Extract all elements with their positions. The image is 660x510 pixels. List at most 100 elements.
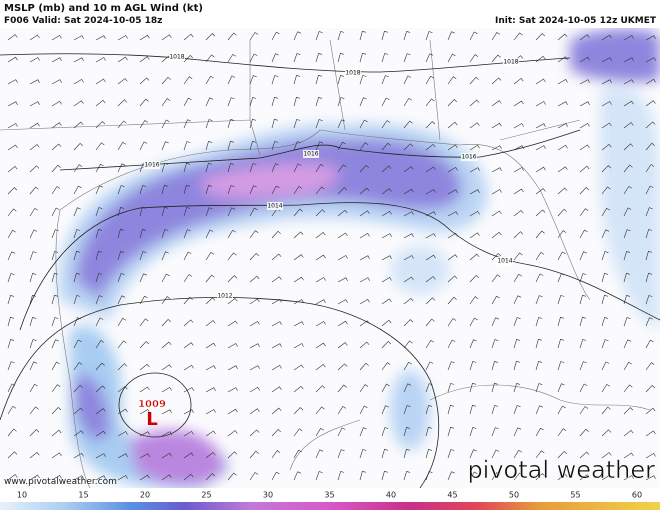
wind-barb [579, 451, 590, 459]
wind-barb [183, 452, 194, 459]
wind-barb [601, 143, 612, 151]
wind-barb [491, 274, 501, 283]
wind-barb [249, 230, 259, 239]
wind-barb [249, 97, 257, 107]
isobar-label: 1016 [461, 154, 476, 161]
wind-barb [51, 164, 61, 173]
wind-barb [425, 276, 436, 283]
wind-barb [359, 210, 370, 217]
wind-barb [205, 320, 216, 327]
colorbar [0, 502, 660, 510]
wind-barb [359, 142, 369, 151]
wind-barb [557, 187, 568, 195]
wind-barb [403, 448, 410, 459]
wind-barb [623, 452, 634, 459]
wind-barb [381, 319, 392, 327]
wind-barb [73, 78, 84, 85]
wind-barb [623, 339, 632, 349]
colorbar-tick-label: 40 [386, 491, 396, 500]
wind-barb [535, 361, 543, 371]
wind-barb [513, 317, 521, 327]
wind-barb [293, 75, 301, 85]
wind-barb [227, 343, 238, 349]
wind-barb [161, 474, 172, 481]
wind-barb [161, 119, 170, 129]
wind-barb [139, 386, 150, 393]
wind-barb [183, 364, 194, 371]
wind-barb [623, 207, 632, 217]
wind-barb [29, 317, 37, 327]
colorbar-tick-label: 60 [632, 491, 642, 500]
wind-barb [447, 166, 458, 173]
wind-barb [29, 101, 40, 107]
wind-barb [95, 35, 106, 41]
wind-barb [579, 294, 587, 305]
wind-barb [227, 408, 238, 415]
wind-barb [95, 339, 105, 349]
isobar-line [0, 53, 571, 73]
wind-barb [51, 57, 62, 63]
wind-barb [513, 449, 522, 459]
wind-barb [227, 119, 235, 129]
wind-barb [337, 75, 345, 85]
wind-barb [73, 295, 81, 305]
wind-barb [315, 119, 323, 129]
isobar-label-background [169, 53, 185, 61]
wind-barb [161, 206, 169, 217]
wind-barb [7, 428, 17, 437]
wind-barb [249, 386, 260, 393]
wind-barb [29, 273, 37, 283]
wind-barb [491, 210, 502, 217]
wind-barb [469, 54, 479, 63]
wind-barb [579, 79, 590, 85]
colorbar-tick-label: 10 [17, 491, 27, 500]
wind-barb [7, 229, 16, 239]
wind-barb [359, 52, 367, 63]
wind-barb [425, 166, 436, 173]
wind-barb [469, 427, 477, 437]
wind-barb [117, 363, 128, 371]
wind-barb [381, 383, 390, 393]
wind-barb [601, 383, 610, 393]
wind-barb [271, 450, 281, 459]
wind-barb [73, 272, 80, 283]
wind-barb [513, 383, 521, 393]
wind-barb [205, 365, 216, 371]
wind-barb [623, 317, 631, 327]
isobar-line [19, 202, 660, 331]
wind-barb [601, 452, 612, 459]
wind-barb [51, 251, 59, 261]
wind-barb [337, 52, 344, 63]
wind-barb [623, 251, 631, 261]
wind-barb [183, 430, 194, 437]
wind-barb [601, 229, 610, 239]
wind-barb [403, 233, 414, 239]
wind-barb [117, 408, 128, 415]
wind-barb [249, 53, 258, 63]
wind-barb [315, 163, 324, 173]
wind-barb [29, 229, 38, 239]
wind-barb [161, 76, 171, 85]
wind-barb [513, 405, 521, 415]
wind-barb [491, 253, 502, 261]
wind-barb [51, 207, 60, 217]
wind-barb [227, 163, 235, 173]
wind-barb [469, 99, 480, 107]
wind-barb [139, 431, 150, 437]
wind-barb [73, 121, 84, 129]
wind-barb [447, 275, 458, 283]
wind-barb [381, 298, 392, 305]
wind-barb [623, 229, 631, 239]
wind-barb [491, 361, 499, 371]
wind-barb [139, 77, 150, 85]
wind-barb [579, 56, 590, 63]
wind-barb [535, 33, 546, 41]
wind-barb [381, 165, 392, 173]
wind-barb [117, 475, 128, 481]
wind-barb [183, 54, 194, 63]
wind-barb [73, 452, 84, 459]
wind-barb [579, 361, 587, 371]
wind-barb [381, 97, 390, 107]
wind-barb [95, 121, 106, 129]
wind-barb [117, 99, 128, 107]
